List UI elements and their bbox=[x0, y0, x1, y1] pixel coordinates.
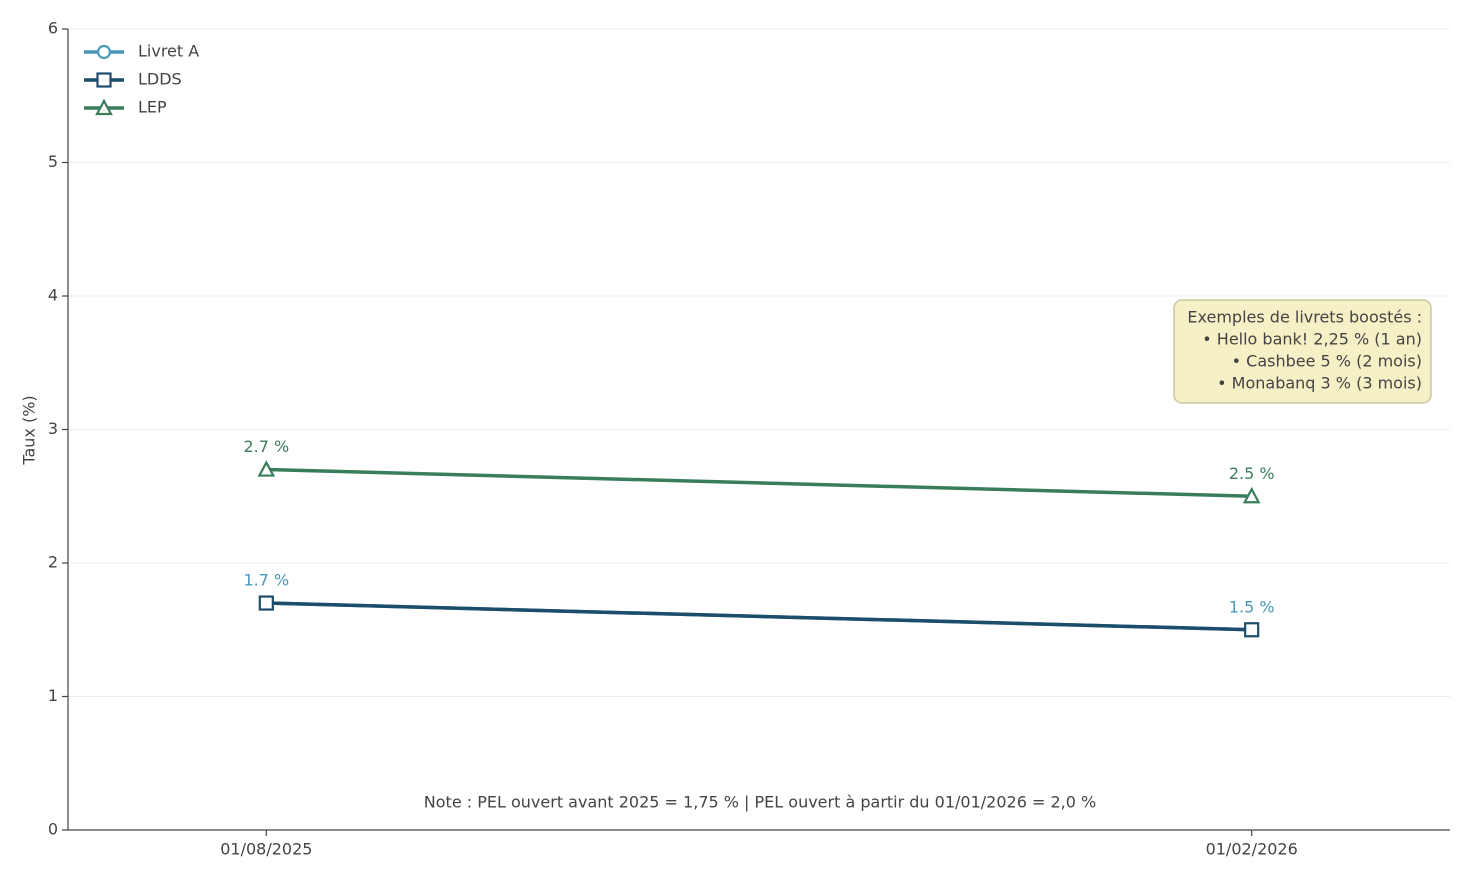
annotation: Exemples de livrets boostés : • Hello ban… bbox=[1173, 299, 1432, 404]
y-tick-label: 3 bbox=[48, 419, 58, 438]
legend-label: Livret A bbox=[138, 42, 199, 61]
annotation-line: Exemples de livrets boostés : bbox=[1187, 308, 1422, 327]
x-tick-label: 01/02/2026 bbox=[1206, 840, 1298, 859]
note: Note : PEL ouvert avant 2025 = 1,75 % | … bbox=[424, 793, 1096, 812]
y-tick-label: 6 bbox=[48, 19, 58, 38]
data-label: 1.7 % bbox=[243, 571, 289, 590]
x-tick-label: 01/08/2025 bbox=[220, 840, 312, 859]
annotation-box bbox=[1173, 299, 1432, 404]
y-tick-label: 4 bbox=[48, 286, 58, 305]
marker bbox=[96, 72, 112, 88]
marker bbox=[1242, 486, 1261, 504]
y-tick-label: 5 bbox=[48, 152, 58, 171]
marker bbox=[1244, 622, 1260, 638]
marker bbox=[95, 98, 113, 116]
y-axis-label: Taux (%) bbox=[20, 395, 39, 465]
marker bbox=[257, 460, 276, 477]
annotation-line: • Monabanq 3 % (3 mois) bbox=[1217, 374, 1422, 393]
y-tick-label: 1 bbox=[48, 686, 58, 705]
annotation-line: • Cashbee 5 % (2 mois) bbox=[1232, 352, 1422, 371]
y-tick-label: 2 bbox=[48, 553, 58, 572]
data-label: 2.7 % bbox=[243, 437, 289, 456]
marker bbox=[96, 44, 112, 60]
data-label: 2.5 % bbox=[1229, 464, 1275, 483]
annotation-line: • Hello bank! 2,25 % (1 an) bbox=[1202, 330, 1422, 349]
legend-label: LDDS bbox=[138, 70, 182, 89]
legend-label: LEP bbox=[138, 98, 167, 117]
y-tick-label: 0 bbox=[48, 820, 58, 839]
marker bbox=[258, 595, 274, 611]
data-label: 1.5 % bbox=[1229, 597, 1275, 616]
series-line bbox=[266, 467, 1252, 498]
series-line bbox=[266, 601, 1252, 632]
